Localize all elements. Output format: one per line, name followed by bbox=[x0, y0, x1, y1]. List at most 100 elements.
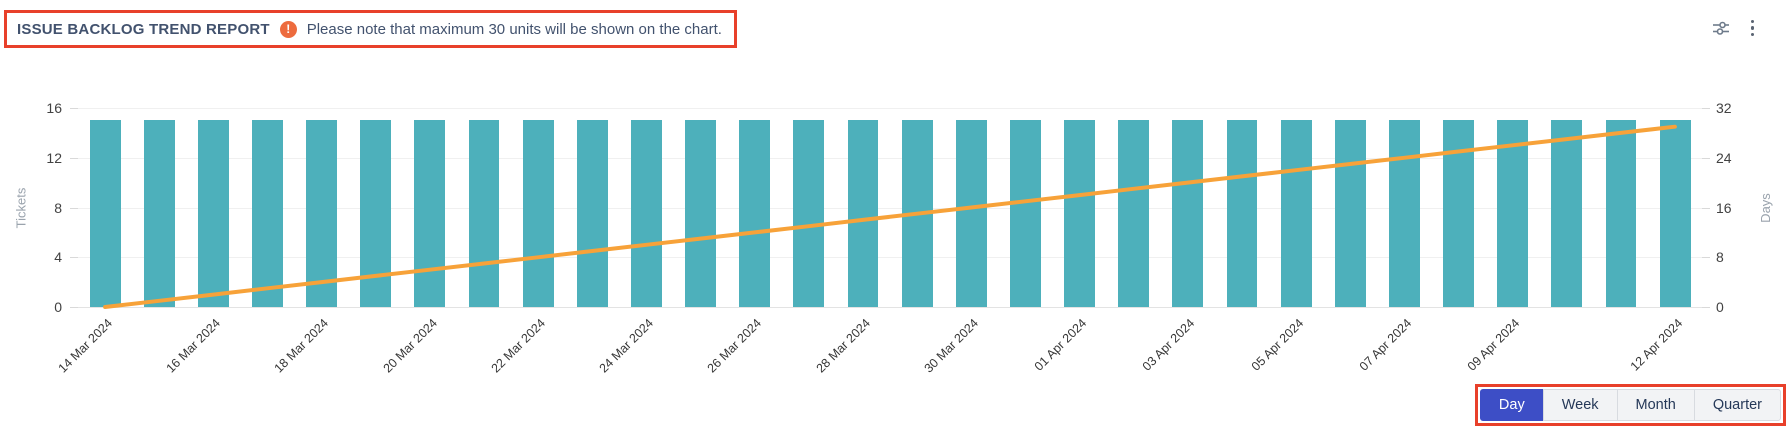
bar-slot bbox=[836, 108, 890, 307]
bar[interactable] bbox=[847, 120, 879, 307]
x-axis-label: 14 Mar 2024 bbox=[55, 316, 115, 376]
sliders-icon[interactable] bbox=[1710, 17, 1732, 39]
right-axis-tickmark bbox=[1702, 207, 1710, 209]
bar-slot bbox=[565, 108, 619, 307]
left-axis-tickmark bbox=[70, 307, 78, 308]
bar[interactable] bbox=[1551, 120, 1583, 307]
left-axis-tick: 0 bbox=[54, 299, 62, 315]
annotation-box-period-toggle: Day Week Month Quarter bbox=[1474, 384, 1786, 426]
x-axis-label: 09 Apr 2024 bbox=[1464, 316, 1523, 374]
bar[interactable] bbox=[414, 120, 446, 307]
bar-slot bbox=[674, 108, 728, 307]
right-axis-tickmark bbox=[1702, 257, 1710, 259]
bar-slot bbox=[403, 108, 457, 307]
right-axis-tick: 32 bbox=[1716, 100, 1732, 116]
bar-slot bbox=[619, 108, 673, 307]
bar-slot bbox=[1323, 108, 1377, 307]
plot-area: Tickets Days 14 Mar 2024 16 Mar 2024 18 Ma… bbox=[14, 100, 1774, 376]
x-axis-label: 18 Mar 2024 bbox=[271, 316, 332, 376]
right-axis-tick: 8 bbox=[1716, 249, 1724, 266]
bar-slot bbox=[998, 108, 1052, 307]
left-axis-tick: 8 bbox=[54, 199, 62, 216]
bar[interactable] bbox=[89, 120, 121, 307]
bar-slot bbox=[1215, 108, 1269, 307]
gridline bbox=[78, 108, 1702, 109]
bar-slot bbox=[1648, 108, 1702, 307]
warning-icon: ! bbox=[279, 20, 297, 38]
bar[interactable] bbox=[1605, 120, 1637, 307]
bar-slot bbox=[1486, 108, 1540, 307]
x-axis-label: 28 Mar 2024 bbox=[813, 316, 873, 376]
bar[interactable] bbox=[306, 120, 338, 307]
left-axis-tick: 12 bbox=[46, 149, 62, 166]
bar[interactable] bbox=[522, 120, 554, 307]
x-axis-label: 22 Mar 2024 bbox=[488, 316, 549, 376]
kebab-menu-icon[interactable] bbox=[1749, 18, 1757, 39]
left-axis-tick: 16 bbox=[46, 100, 62, 116]
bar[interactable] bbox=[631, 120, 662, 307]
gridline bbox=[78, 307, 1702, 308]
bar-slot bbox=[1161, 108, 1215, 307]
bar-slot bbox=[1540, 108, 1594, 307]
bar-slot bbox=[240, 108, 294, 307]
bar-slot bbox=[944, 108, 998, 307]
right-axis-tickmark bbox=[1702, 307, 1710, 308]
left-axis-tickmark bbox=[70, 108, 78, 109]
bar[interactable] bbox=[1389, 120, 1420, 307]
bar[interactable] bbox=[1280, 120, 1312, 307]
left-axis-tickmark bbox=[70, 257, 78, 259]
bar[interactable] bbox=[1010, 120, 1041, 307]
x-axis-label: 03 Apr 2024 bbox=[1140, 316, 1198, 374]
bar[interactable] bbox=[793, 120, 825, 307]
x-axis-label: 05 Apr 2024 bbox=[1248, 316, 1306, 374]
x-axis-label: 26 Mar 2024 bbox=[705, 316, 765, 376]
x-axis-label: 01 Apr 2024 bbox=[1031, 316, 1090, 374]
x-axis-label: 12 Apr 2024 bbox=[1627, 316, 1685, 374]
bar-slot bbox=[728, 108, 782, 307]
left-axis-tickmark bbox=[70, 157, 78, 159]
x-axis-label: 24 Mar 2024 bbox=[596, 316, 657, 376]
bar[interactable] bbox=[1497, 120, 1529, 307]
bar[interactable] bbox=[576, 120, 608, 307]
period-month-button[interactable]: Month bbox=[1616, 389, 1695, 421]
trend-line bbox=[103, 124, 1677, 309]
bar[interactable] bbox=[1064, 120, 1096, 307]
bar[interactable] bbox=[1226, 120, 1258, 307]
bar[interactable] bbox=[1118, 120, 1150, 307]
bar[interactable] bbox=[468, 120, 500, 307]
bar-slot bbox=[511, 108, 565, 307]
bar-slot bbox=[1269, 108, 1323, 307]
period-week-button[interactable]: Week bbox=[1542, 389, 1618, 421]
period-day-button[interactable]: Day bbox=[1479, 389, 1544, 421]
bar-slot bbox=[782, 108, 836, 307]
gridline bbox=[78, 257, 1702, 259]
gridline bbox=[78, 157, 1702, 159]
right-axis-tick: 24 bbox=[1716, 149, 1732, 166]
bar-slot bbox=[295, 108, 349, 307]
bar-slot bbox=[132, 108, 186, 307]
bar[interactable] bbox=[1334, 120, 1366, 307]
bar[interactable] bbox=[685, 120, 717, 307]
bar-slot bbox=[186, 108, 240, 307]
gridline bbox=[78, 207, 1702, 209]
annotation-box-header: ISSUE BACKLOG TREND REPORT ! Please note… bbox=[4, 10, 737, 48]
bar-slot bbox=[1053, 108, 1107, 307]
x-axis-label: 07 Apr 2024 bbox=[1356, 316, 1415, 374]
chart-toolbar bbox=[1710, 17, 1757, 39]
period-quarter-button[interactable]: Quarter bbox=[1693, 389, 1781, 421]
right-axis-tick: 16 bbox=[1716, 199, 1732, 216]
bar[interactable] bbox=[252, 120, 283, 307]
bar-slot bbox=[1594, 108, 1648, 307]
bar[interactable] bbox=[739, 120, 771, 307]
bar[interactable] bbox=[143, 120, 175, 307]
chart-limit-note: Please note that maximum 30 units will b… bbox=[306, 20, 722, 38]
bar[interactable] bbox=[1659, 120, 1691, 307]
bars bbox=[78, 108, 1702, 307]
bar[interactable] bbox=[197, 120, 229, 307]
x-axis-label: 30 Mar 2024 bbox=[921, 316, 982, 376]
x-axis-labels: 14 Mar 2024 16 Mar 2024 18 Mar 2024 20 Mar … bbox=[55, 307, 1702, 376]
bar[interactable] bbox=[1172, 120, 1204, 307]
x-axis-label: 20 Mar 2024 bbox=[380, 316, 440, 376]
bar-slot bbox=[78, 108, 132, 307]
bar[interactable] bbox=[955, 120, 987, 307]
